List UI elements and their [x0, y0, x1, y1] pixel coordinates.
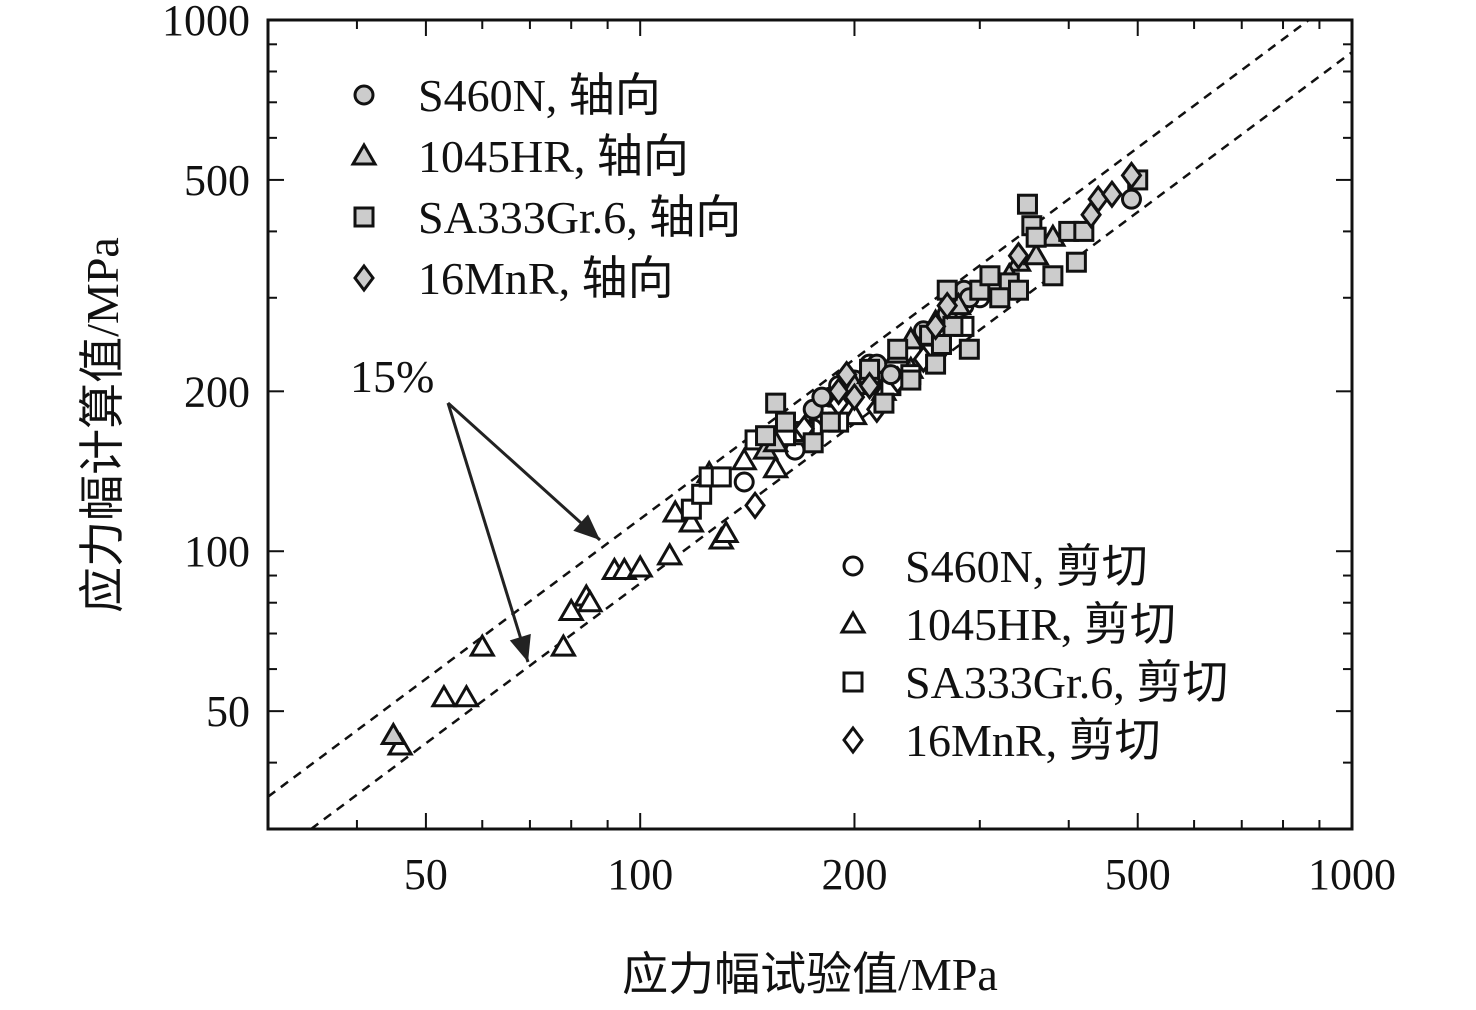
lower-band-line — [310, 51, 1353, 831]
data-point — [576, 588, 604, 613]
data-point — [712, 519, 740, 543]
legend-label: SA333Gr.6, 轴向 — [418, 192, 741, 243]
annotation-15pct: 15% — [350, 351, 602, 663]
data-point — [379, 721, 407, 745]
data-point — [900, 369, 922, 391]
x-tick-label: 50 — [404, 850, 448, 899]
legend-marker — [353, 206, 375, 228]
data-point — [1025, 226, 1047, 248]
data-point — [762, 454, 790, 479]
data-point — [887, 338, 909, 360]
y-tick-label: 1000 — [162, 0, 250, 45]
data-point — [1022, 241, 1050, 266]
x-tick-label: 1000 — [1308, 850, 1396, 899]
legend-label: 16MnR, 剪切 — [905, 715, 1161, 766]
annotation-label: 15% — [350, 351, 434, 402]
y-tick-label: 500 — [184, 156, 250, 205]
legend-label: 16MnR, 轴向 — [418, 253, 674, 304]
data-point — [557, 597, 585, 622]
data-point — [925, 353, 947, 375]
legend-marker — [353, 84, 375, 106]
x-axis-title: 应力幅试验值/MPa — [622, 949, 998, 1000]
data-point — [942, 315, 964, 337]
data-point — [1073, 220, 1095, 242]
data-point — [730, 446, 758, 471]
error-bands — [267, 18, 1353, 831]
data-point — [1042, 265, 1064, 287]
data-point — [1120, 188, 1142, 210]
data-point — [1008, 279, 1030, 301]
legend-label: S460N, 轴向 — [418, 70, 661, 121]
data-point — [765, 392, 787, 414]
y-tick-label: 100 — [184, 527, 250, 576]
data-point — [744, 490, 766, 520]
legend-marker — [842, 555, 864, 577]
y-tick-label: 200 — [184, 367, 250, 416]
data-point — [1007, 241, 1030, 271]
data-point — [710, 466, 732, 488]
data-point — [989, 287, 1011, 309]
legend-marker — [842, 671, 864, 693]
plot-area — [266, 18, 1354, 831]
data-point — [452, 683, 481, 708]
data-point — [880, 364, 902, 386]
data-point — [819, 411, 841, 433]
legend-shear: S460N, 剪切 1045HR, 剪切 SA333Gr.6, 剪切 16MnR, 剪… — [839, 541, 1228, 766]
x-tick-label: 200 — [821, 850, 887, 899]
arrow-upper-head — [573, 514, 600, 540]
x-tick-label: 500 — [1105, 850, 1171, 899]
data-point — [549, 633, 577, 657]
legend-marker — [842, 725, 864, 755]
data-point — [930, 333, 952, 355]
data-point — [936, 291, 959, 321]
legend-axial: S460N, 轴向 1045HR, 轴向 SA333Gr.6, 轴向 16MnR, 轴… — [350, 70, 741, 304]
data-point — [430, 683, 458, 708]
data-point — [733, 471, 755, 493]
data-point — [873, 392, 895, 414]
legend-marker — [353, 263, 375, 293]
data-point — [979, 265, 1001, 287]
data-point — [858, 371, 881, 401]
axis-ticks: 50 100 200 500 1000 50 100 200 500 1000 — [162, 0, 1396, 899]
upper-band-line — [267, 18, 1310, 798]
data-point — [626, 553, 654, 578]
data-point — [661, 499, 689, 523]
data-point — [835, 360, 858, 390]
data-point — [1120, 160, 1143, 190]
data-point — [1016, 193, 1038, 215]
x-tick-label: 100 — [607, 850, 673, 899]
legend-label: S460N, 剪切 — [905, 541, 1148, 592]
data-point — [755, 425, 777, 447]
data-points — [379, 160, 1149, 756]
data-point — [843, 382, 866, 412]
legend-label: 1045HR, 剪切 — [905, 599, 1176, 650]
legend-label: 1045HR, 轴向 — [418, 131, 689, 182]
data-point — [811, 386, 833, 408]
data-point — [774, 411, 796, 433]
data-point — [691, 483, 713, 505]
y-tick-label: 50 — [206, 687, 250, 736]
data-point — [1101, 179, 1123, 209]
data-point — [958, 338, 980, 360]
legend-marker — [350, 142, 378, 166]
data-point — [677, 509, 705, 533]
data-point — [802, 432, 824, 454]
legend-label: SA333Gr.6, 剪切 — [905, 657, 1228, 708]
y-axis-title: 应力幅计算值/MPa — [77, 237, 128, 613]
data-point — [656, 541, 684, 566]
arrow-lower — [446, 402, 530, 663]
arrow-upper — [446, 401, 602, 542]
data-point — [827, 376, 850, 406]
arrow-lower-head — [509, 633, 531, 662]
data-point — [924, 311, 947, 341]
legend-marker — [839, 610, 867, 634]
data-point — [468, 633, 496, 657]
data-point — [1065, 251, 1087, 273]
